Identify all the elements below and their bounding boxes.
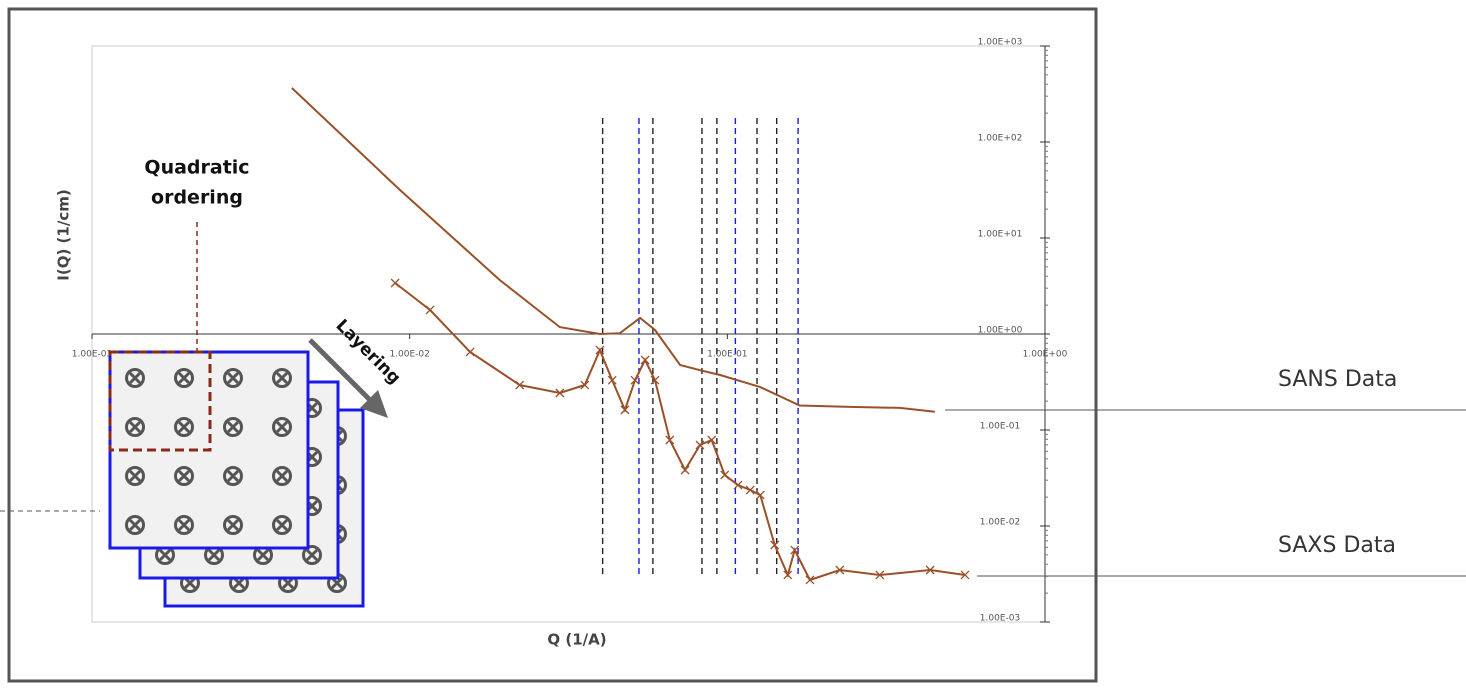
x-tick-label: 1.00E+00: [1023, 350, 1068, 360]
x-tick-label: 1.00E-02: [389, 350, 429, 360]
series-label: SAXS Data: [1278, 533, 1396, 558]
annotation: Quadratic: [144, 157, 249, 179]
x-tick-label: 1.00E-01: [707, 350, 747, 360]
y-tick-label: 1.00E+01: [978, 230, 1023, 240]
figure: 1.00E-03 1.00E-02 1.00E-01 1.00E+00 1.00E-03…: [0, 0, 1466, 688]
y-tick-label: 1.00E+03: [978, 38, 1023, 48]
x-tick-label: 1.00E-03: [72, 350, 112, 360]
y-tick-label: 1.00E-03: [980, 614, 1020, 624]
y-tick-label: 1.00E-02: [980, 518, 1020, 528]
y-tick-label: 1.00E+00: [978, 326, 1023, 336]
y-tick-label: 1.00E+02: [978, 134, 1023, 144]
x-axis-label: Q (1/A): [547, 631, 606, 649]
y-axis-label: I(Q) (1/cm): [55, 189, 73, 280]
annotation: ordering: [151, 187, 243, 209]
y-tick-label: 1.00E-01: [980, 422, 1020, 432]
series-label: SANS Data: [1278, 367, 1397, 392]
